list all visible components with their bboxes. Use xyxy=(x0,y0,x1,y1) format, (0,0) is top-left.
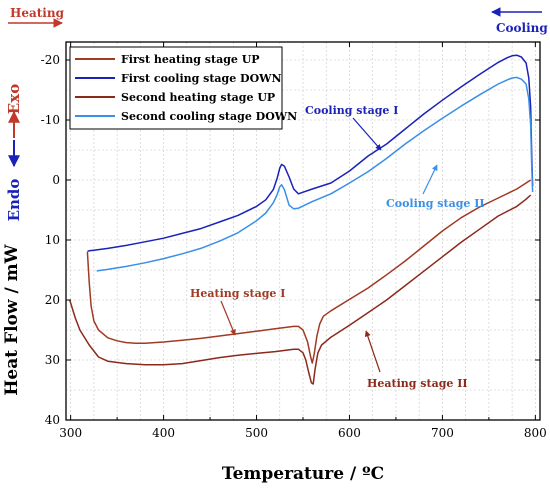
y-tick-label: 40 xyxy=(45,413,60,427)
annotation-heating-stage-2-arrow xyxy=(364,330,381,373)
annotation-cooling-stage-2: Cooling stage II xyxy=(386,197,485,210)
exo-label: Exo xyxy=(5,84,23,114)
x-tick-label: 800 xyxy=(524,426,547,440)
y-tick-label: -10 xyxy=(41,113,60,127)
x-axis-title: Temperature / ºC xyxy=(222,464,384,484)
series-line-3 xyxy=(96,76,534,272)
endo-label: Endo xyxy=(5,179,23,222)
annotation-heating-stage-1-arrow xyxy=(220,300,236,336)
annotation-heating-stage-1: Heating stage I xyxy=(190,287,285,300)
y-tick-labels: -20 -10 0 10 20 30 40 xyxy=(41,53,60,427)
annotations: Cooling stage I Cooling stage II Heating… xyxy=(190,104,485,390)
legend-label-0: First heating stage UP xyxy=(121,53,260,66)
cooling-label: Cooling xyxy=(496,21,548,35)
series-line-2 xyxy=(68,194,532,385)
series-line-1 xyxy=(87,54,534,253)
y-axis-title: Heat Flow / mW xyxy=(2,243,22,395)
y-tick-label: 30 xyxy=(45,353,60,367)
x-tick-label: 600 xyxy=(338,426,361,440)
legend-label-3: Second cooling stage DOWN xyxy=(121,110,297,123)
y-tick-label: 20 xyxy=(45,293,60,307)
x-tick-label: 300 xyxy=(59,426,82,440)
annotation-cooling-stage-1: Cooling stage I xyxy=(305,104,398,117)
series-layer xyxy=(68,54,534,385)
annotation-cooling-stage-2-arrow xyxy=(422,164,438,195)
x-tick-labels: 300 400 500 600 700 800 xyxy=(59,426,547,440)
legend: First heating stage UP First cooling sta… xyxy=(69,46,297,130)
legend-label-1: First cooling stage DOWN xyxy=(121,72,282,85)
heating-label: Heating xyxy=(10,6,65,20)
annotation-heating-stage-2: Heating stage II xyxy=(367,377,468,390)
x-tick-label: 400 xyxy=(152,426,175,440)
x-tick-label: 700 xyxy=(431,426,454,440)
series-line-0 xyxy=(86,179,532,364)
legend-label-2: Second heating stage UP xyxy=(121,91,275,104)
y-tick-label: -20 xyxy=(41,53,60,67)
y-tick-label: 0 xyxy=(52,173,60,187)
annotation-cooling-stage-1-arrow xyxy=(352,117,382,151)
x-tick-label: 500 xyxy=(245,426,268,440)
y-tick-label: 10 xyxy=(45,233,60,247)
